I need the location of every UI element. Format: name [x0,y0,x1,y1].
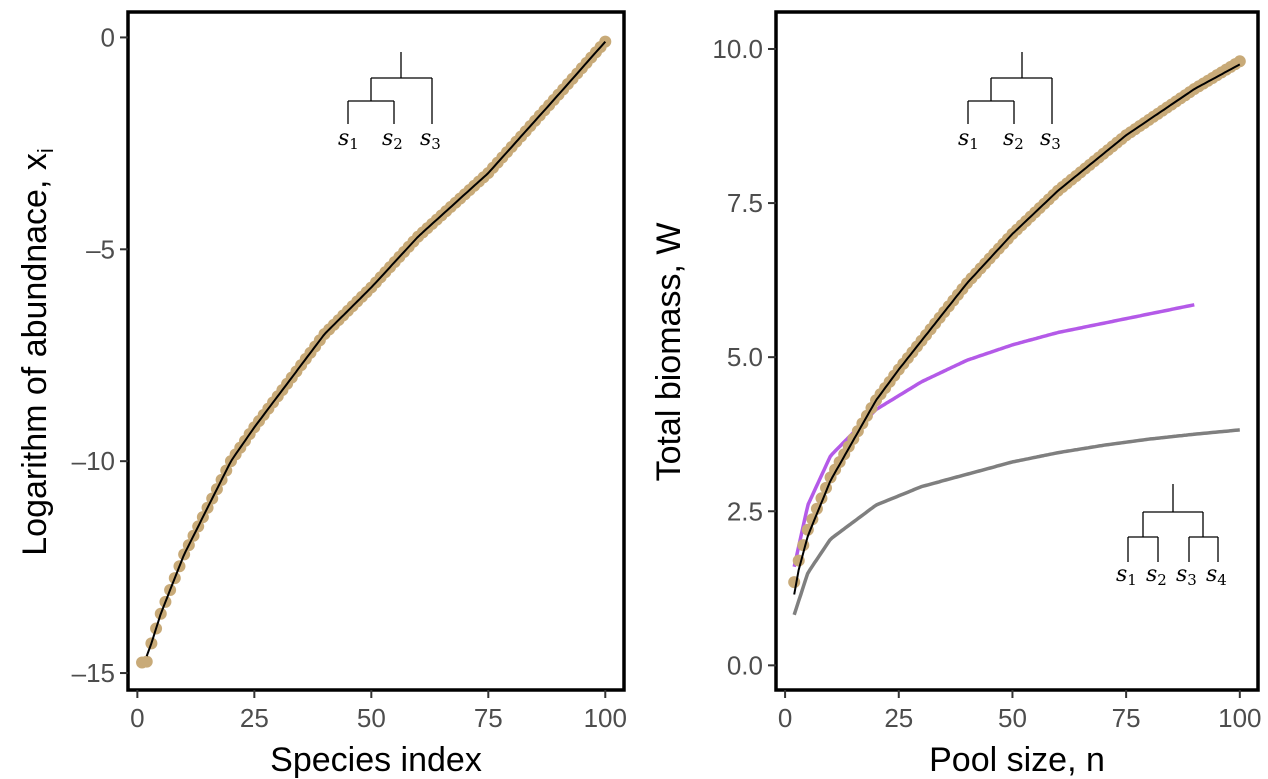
left-y-tick-label: –10 [72,446,115,476]
right-top-tree-leaf-3: s3 [1040,126,1061,153]
left-y-tick-label: –15 [72,658,115,688]
right-y-tick-label: 10.0 [712,34,763,64]
left-tree-leaf-2: s2 [382,126,403,153]
right-x-axis-title: Pool size, n [929,741,1105,779]
right-x-tick-label: 0 [778,703,792,733]
right-line-curve [793,63,1241,595]
right-y-tick-label: 5.0 [727,342,763,372]
left-panel: 0 25 50 75 100 –15 –10 –5 0 s1 s2 s3 Species ind… [16,10,627,779]
right-x-tick-label: 25 [884,703,913,733]
right-y-tick-label: 2.5 [727,496,763,526]
right-data-point [788,576,801,589]
left-y-axis-title: Logarithm of abundnace, xi [16,148,58,556]
right-bottom-tree-leaf-4: s4 [1206,562,1227,589]
left-x-axis-title: Species index [270,741,482,779]
right-panel: 0 25 50 75 100 0.0 2.5 5.0 7.5 10.0 s1 s2 s3 [650,10,1262,779]
left-tree-leaf-1: s1 [338,126,359,153]
left-y-tick-label: 0 [101,22,115,52]
left-x-tick-label: 75 [474,703,503,733]
left-x-tick-label: 0 [130,703,144,733]
right-top-tree-leaf-2: s2 [1003,126,1024,153]
right-data-point [1233,55,1246,68]
right-bottom-tree-leaf-2: s2 [1146,562,1167,589]
right-x-tick-label: 100 [1218,703,1261,733]
right-y-tick-label: 7.5 [727,188,763,218]
right-bottom-tree-diagram [1127,484,1219,562]
left-plot-marks [136,35,612,669]
right-top-tree-leaf-1: s1 [958,126,979,153]
left-y-tick-label: –5 [86,234,115,264]
right-x-tick-label: 50 [998,703,1027,733]
left-data-point [140,655,153,668]
right-axis-ticks: 0 25 50 75 100 0.0 2.5 5.0 7.5 10.0 [712,34,1261,733]
left-plot-frame [126,10,626,692]
right-x-tick-label: 75 [1112,703,1141,733]
right-y-axis-title: Total biomass, W [650,223,688,482]
left-x-tick-label: 25 [240,703,269,733]
right-y-tick-label: 0.0 [727,650,763,680]
right-top-tree-diagram [967,52,1053,124]
right-bottom-tree-leaf-1: s1 [1116,562,1137,589]
left-line-curve [145,41,607,657]
left-x-tick-label: 100 [584,703,627,733]
left-tree-leaf-3: s3 [420,126,441,153]
right-plot-frame [774,10,1260,692]
left-axis-ticks: 0 25 50 75 100 –15 –10 –5 0 [72,22,627,733]
left-tree-diagram [347,52,433,124]
right-gray-curve [792,428,1240,616]
right-plot-marks [788,55,1246,616]
left-x-tick-label: 50 [357,703,386,733]
right-bottom-tree-leaf-3: s3 [1176,562,1197,589]
